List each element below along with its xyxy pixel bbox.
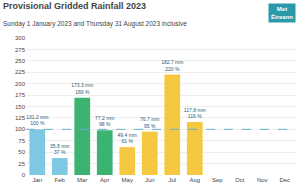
svg-text:100: 100 [15,126,26,132]
svg-text:Jul: Jul [168,177,176,183]
svg-text:Aug: Aug [189,177,200,183]
svg-text:Apr: Apr [100,177,109,183]
svg-text:300: 300 [15,35,26,41]
svg-text:Provisional Gridded Rainfall 2: Provisional Gridded Rainfall 2023 [3,1,146,11]
svg-text:Feb: Feb [55,177,66,183]
svg-text:182.7 mm220 %: 182.7 mm220 % [161,59,183,72]
svg-text:Mar: Mar [77,177,87,183]
svg-text:35.8 mm37 %: 35.8 mm37 % [50,143,69,156]
svg-text:Jan: Jan [32,177,42,183]
svg-text:50: 50 [18,149,25,155]
svg-text:Sep: Sep [212,177,223,183]
svg-text:75: 75 [18,138,25,144]
svg-text:117.8 mm116 %: 117.8 mm116 % [184,107,206,120]
svg-text:250: 250 [15,58,26,64]
svg-text:175: 175 [15,92,26,98]
svg-text:131.2 mm100 %: 131.2 mm100 % [26,114,48,127]
svg-text:Oct: Oct [235,177,245,183]
svg-text:Jun: Jun [145,177,155,183]
svg-text:173.3 mm169 %: 173.3 mm169 % [71,82,93,95]
svg-text:125: 125 [15,115,26,121]
svg-text:MetÉireann: MetÉireann [271,6,293,20]
svg-text:Nov: Nov [257,177,268,183]
svg-text:Dec: Dec [279,177,290,183]
svg-text:200: 200 [15,81,26,87]
svg-text:Sunday 1 January 2023 and Thur: Sunday 1 January 2023 and Thursday 31 Au… [3,20,187,28]
svg-text:77.2 mm98 %: 77.2 mm98 % [95,115,114,128]
svg-text:25: 25 [18,161,25,167]
svg-text:49.4 mm61 %: 49.4 mm61 % [118,132,137,145]
svg-text:150: 150 [15,104,26,110]
svg-text:225: 225 [15,69,26,75]
svg-text:0: 0 [22,172,26,178]
svg-text:May: May [122,177,133,183]
svg-text:275: 275 [15,47,26,53]
svg-text:76.7 mm95 %: 76.7 mm95 % [140,116,159,128]
